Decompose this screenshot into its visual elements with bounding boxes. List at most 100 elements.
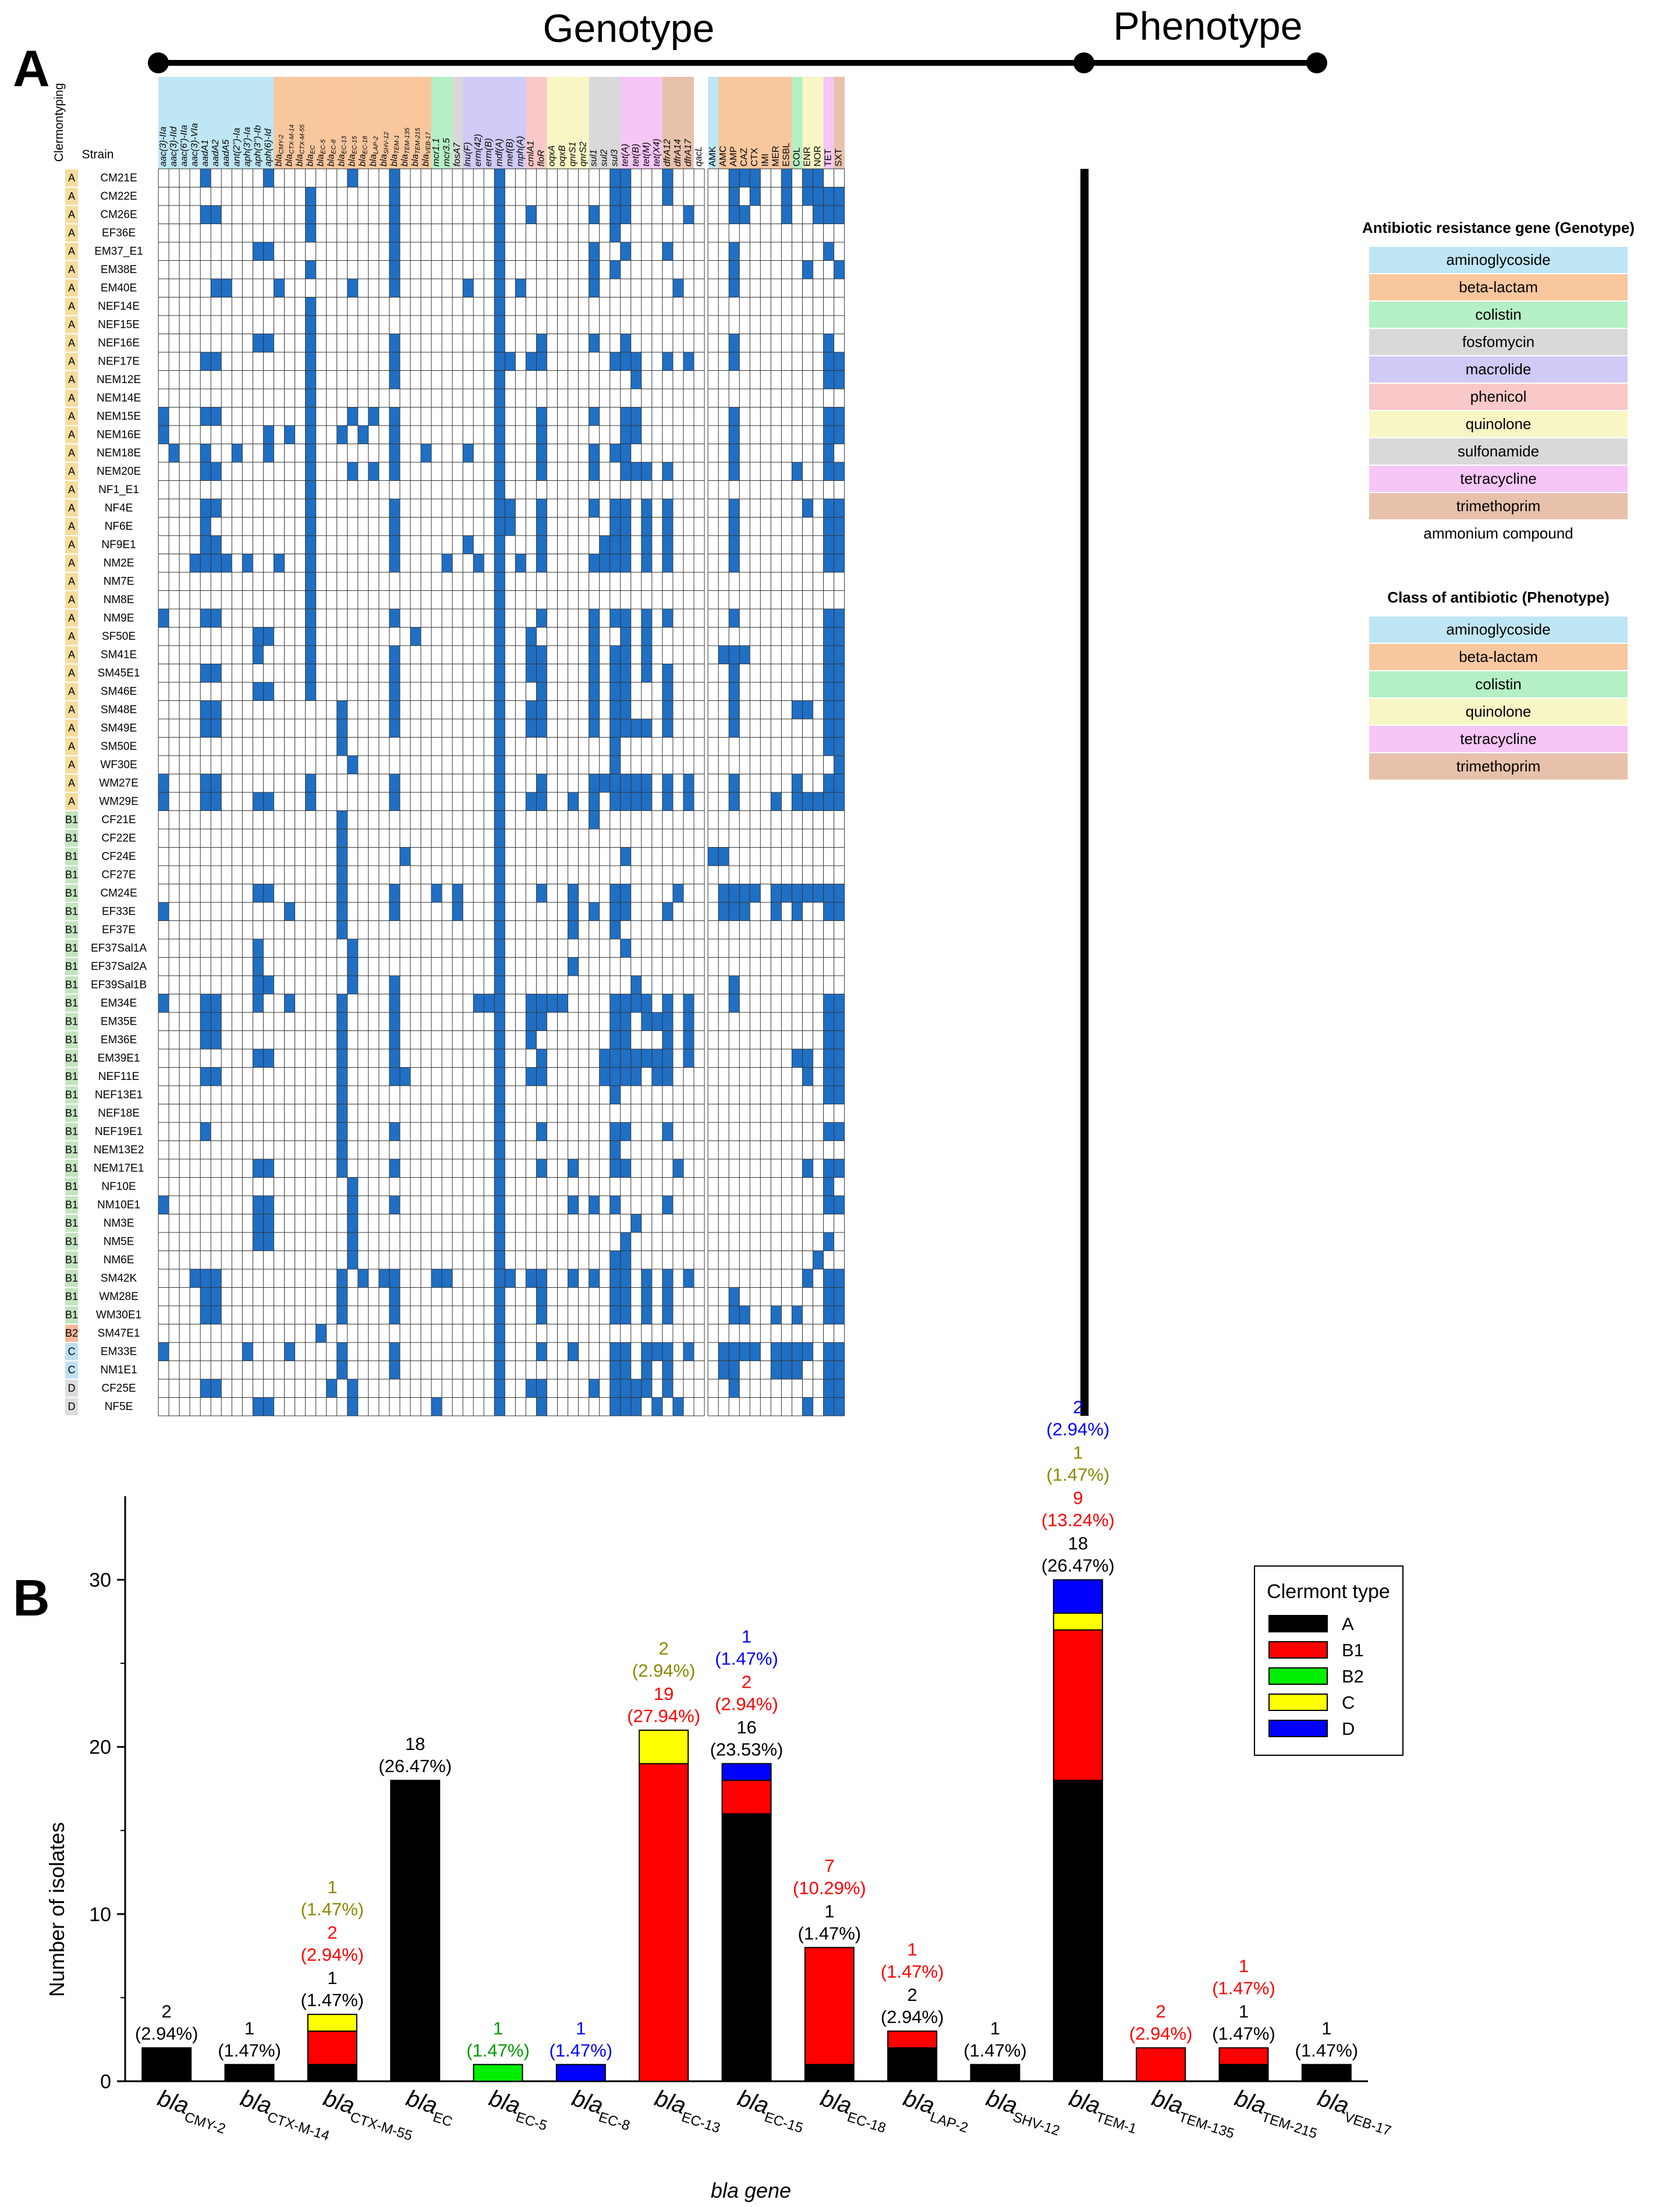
- genotype-cell: [620, 994, 631, 1012]
- phenotype-cell: [834, 756, 845, 774]
- phenotype-cell: [823, 1306, 834, 1324]
- class-band-beta-lactam: [750, 77, 761, 169]
- genotype-cell: [494, 957, 505, 976]
- genotype-cell: [641, 1306, 652, 1324]
- genotype-cell: [263, 1232, 274, 1251]
- genotype-cell: [494, 737, 505, 756]
- phenotype-cell: [813, 187, 824, 206]
- clermont-badge: [65, 1050, 78, 1067]
- clermont-badge: [65, 976, 78, 994]
- clermont-badge: [65, 1141, 78, 1159]
- strain-name: WM30E1: [96, 1309, 141, 1321]
- panel-a: A Genotype Phenotype Clermontyping Strai…: [13, 4, 1635, 1416]
- genotype-cell: [253, 242, 264, 261]
- genotype-cell: [200, 1067, 211, 1086]
- phenotype-cell: [834, 646, 845, 664]
- genotype-cell: [620, 939, 631, 958]
- genotype-legend-label: ammonium compound: [1423, 525, 1573, 542]
- column-header: blaCTX-M-55: [295, 124, 306, 167]
- genotype-cell: [368, 462, 379, 481]
- phenotype-cell: [729, 187, 740, 206]
- genotype-cell: [473, 994, 484, 1012]
- genotype-cell: [526, 1067, 537, 1086]
- column-header: NOR: [813, 146, 823, 167]
- genotype-cell: [536, 994, 547, 1012]
- genotype-legend-swatch: [1369, 302, 1628, 328]
- genotype-cell: [589, 499, 600, 518]
- strain-name: EM37_E1: [94, 245, 143, 257]
- genotype-cell: [211, 700, 222, 719]
- genotype-cell: [336, 1030, 348, 1049]
- genotype-cell: [526, 792, 537, 811]
- genotype-cell: [609, 756, 621, 774]
- column-header: blaTEM-1: [389, 135, 400, 167]
- genotype-cell: [494, 1122, 505, 1141]
- genotype-cell: [494, 866, 505, 884]
- phenotype-cell: [802, 260, 813, 279]
- clermont-badge: [65, 774, 78, 792]
- genotype-cell: [494, 920, 505, 939]
- genotype-cell: [536, 536, 547, 554]
- genotype-cell: [620, 206, 631, 224]
- genotype-legend-title: Antibiotic resistance gene (Genotype): [1362, 219, 1635, 236]
- column-header: aadA5: [221, 140, 231, 167]
- genotype-cell: [620, 334, 631, 352]
- genotype-cell: [620, 444, 631, 462]
- genotype-cell: [672, 279, 683, 297]
- phenotype-cell: [823, 499, 834, 518]
- data-label-pct: (2.94%): [632, 1660, 696, 1681]
- genotype-legend-label: colistin: [1475, 306, 1521, 323]
- phenotype-cell: [739, 1306, 750, 1324]
- genotype-cell: [494, 1214, 505, 1232]
- genotype-cell: [662, 1306, 673, 1324]
- genotype-cell: [494, 260, 505, 279]
- phenotype-cell: [792, 902, 803, 921]
- phenotype-legend-swatch: [1369, 671, 1628, 697]
- phenotype-cell: [834, 1012, 845, 1031]
- class-band-sulfonamide: [589, 77, 600, 169]
- clermont-badge: [65, 408, 78, 425]
- clermont-badge: [65, 610, 78, 627]
- clermont-badge: [65, 793, 78, 810]
- genotype-cell: [158, 774, 169, 792]
- genotype-cell: [336, 1104, 348, 1122]
- phenotype-cell: [834, 1342, 845, 1361]
- genotype-cell: [305, 334, 316, 352]
- phenotype-title: Phenotype: [1113, 4, 1302, 48]
- genotype-cell: [494, 627, 505, 646]
- phenotype-cell: [792, 884, 803, 902]
- genotype-cell: [410, 627, 421, 646]
- legend-label-A: A: [1342, 1614, 1354, 1634]
- legend-label-B2: B2: [1342, 1666, 1364, 1687]
- genotype-cell: [526, 627, 537, 646]
- strain-name: NM9E: [104, 612, 134, 624]
- genotype-cell: [494, 1049, 505, 1068]
- genotype-cell: [263, 792, 274, 811]
- genotype-cell: [494, 407, 505, 426]
- genotype-cell: [200, 444, 211, 462]
- column-header: blaEC: [306, 145, 317, 167]
- genotype-cell: [494, 774, 505, 792]
- clermont-badge: [65, 866, 78, 884]
- genotype-cell: [253, 1232, 264, 1251]
- clermont-badge: [65, 591, 78, 608]
- clermont-badge: [65, 1086, 78, 1104]
- genotype-cell: [662, 719, 673, 738]
- data-label-count: 1: [1321, 2018, 1331, 2038]
- class-band-quinolone: [813, 77, 824, 169]
- class-band-trimethoprim: [683, 77, 694, 169]
- genotype-cell: [221, 279, 232, 297]
- phenotype-cell: [729, 719, 740, 738]
- genotype-cell: [494, 1012, 505, 1031]
- column-header: blaTEM-135: [400, 127, 411, 167]
- genotype-cell: [620, 719, 631, 738]
- clermont-type: A: [68, 594, 75, 605]
- phenotype-cell: [729, 682, 740, 701]
- phenotype-cell: [750, 169, 761, 187]
- genotype-cell: [389, 517, 400, 536]
- genotype-cell: [389, 1030, 400, 1049]
- phenotype-cell: [729, 499, 740, 518]
- class-band-beta-lactam: [274, 77, 285, 169]
- column-header: aadA1: [200, 140, 210, 167]
- phenotype-cell: [792, 462, 803, 481]
